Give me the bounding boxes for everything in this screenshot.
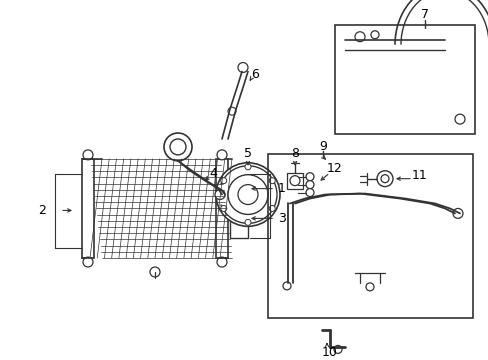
Circle shape [370,31,378,39]
Circle shape [283,282,290,290]
Circle shape [170,139,185,155]
Circle shape [333,346,341,354]
Circle shape [163,133,192,161]
Circle shape [220,178,226,184]
Text: 10: 10 [322,346,337,359]
Text: 1: 1 [278,182,285,195]
Text: 3: 3 [278,212,285,225]
Circle shape [454,114,464,124]
Text: 9: 9 [318,140,326,153]
Text: 8: 8 [290,147,298,160]
Bar [267,154,472,318]
Circle shape [150,267,160,277]
Circle shape [217,150,226,160]
Circle shape [227,107,236,115]
Circle shape [380,175,388,183]
Text: 6: 6 [250,68,259,81]
Bar [229,174,247,238]
Circle shape [354,32,364,42]
Circle shape [244,164,250,170]
Circle shape [220,206,226,211]
Bar [216,159,227,258]
Bar [334,25,474,134]
Circle shape [289,176,299,186]
Circle shape [269,178,275,184]
Text: 7: 7 [420,8,428,21]
Circle shape [244,219,250,225]
Text: 11: 11 [411,169,427,182]
Circle shape [365,283,373,291]
Circle shape [305,181,313,189]
Circle shape [227,175,267,215]
Circle shape [269,206,275,211]
Circle shape [216,163,280,226]
Circle shape [83,150,93,160]
Circle shape [215,190,224,199]
Circle shape [83,257,93,267]
Circle shape [452,208,462,219]
Text: 2: 2 [38,204,46,217]
Text: 12: 12 [326,162,342,175]
Text: 4: 4 [209,167,217,180]
Circle shape [305,189,313,197]
Circle shape [238,63,247,72]
Circle shape [238,185,258,204]
Circle shape [376,171,392,186]
Bar [286,173,303,189]
Circle shape [305,173,313,181]
Circle shape [217,257,226,267]
Text: 5: 5 [244,147,251,160]
Polygon shape [90,159,231,258]
Bar [82,159,94,258]
